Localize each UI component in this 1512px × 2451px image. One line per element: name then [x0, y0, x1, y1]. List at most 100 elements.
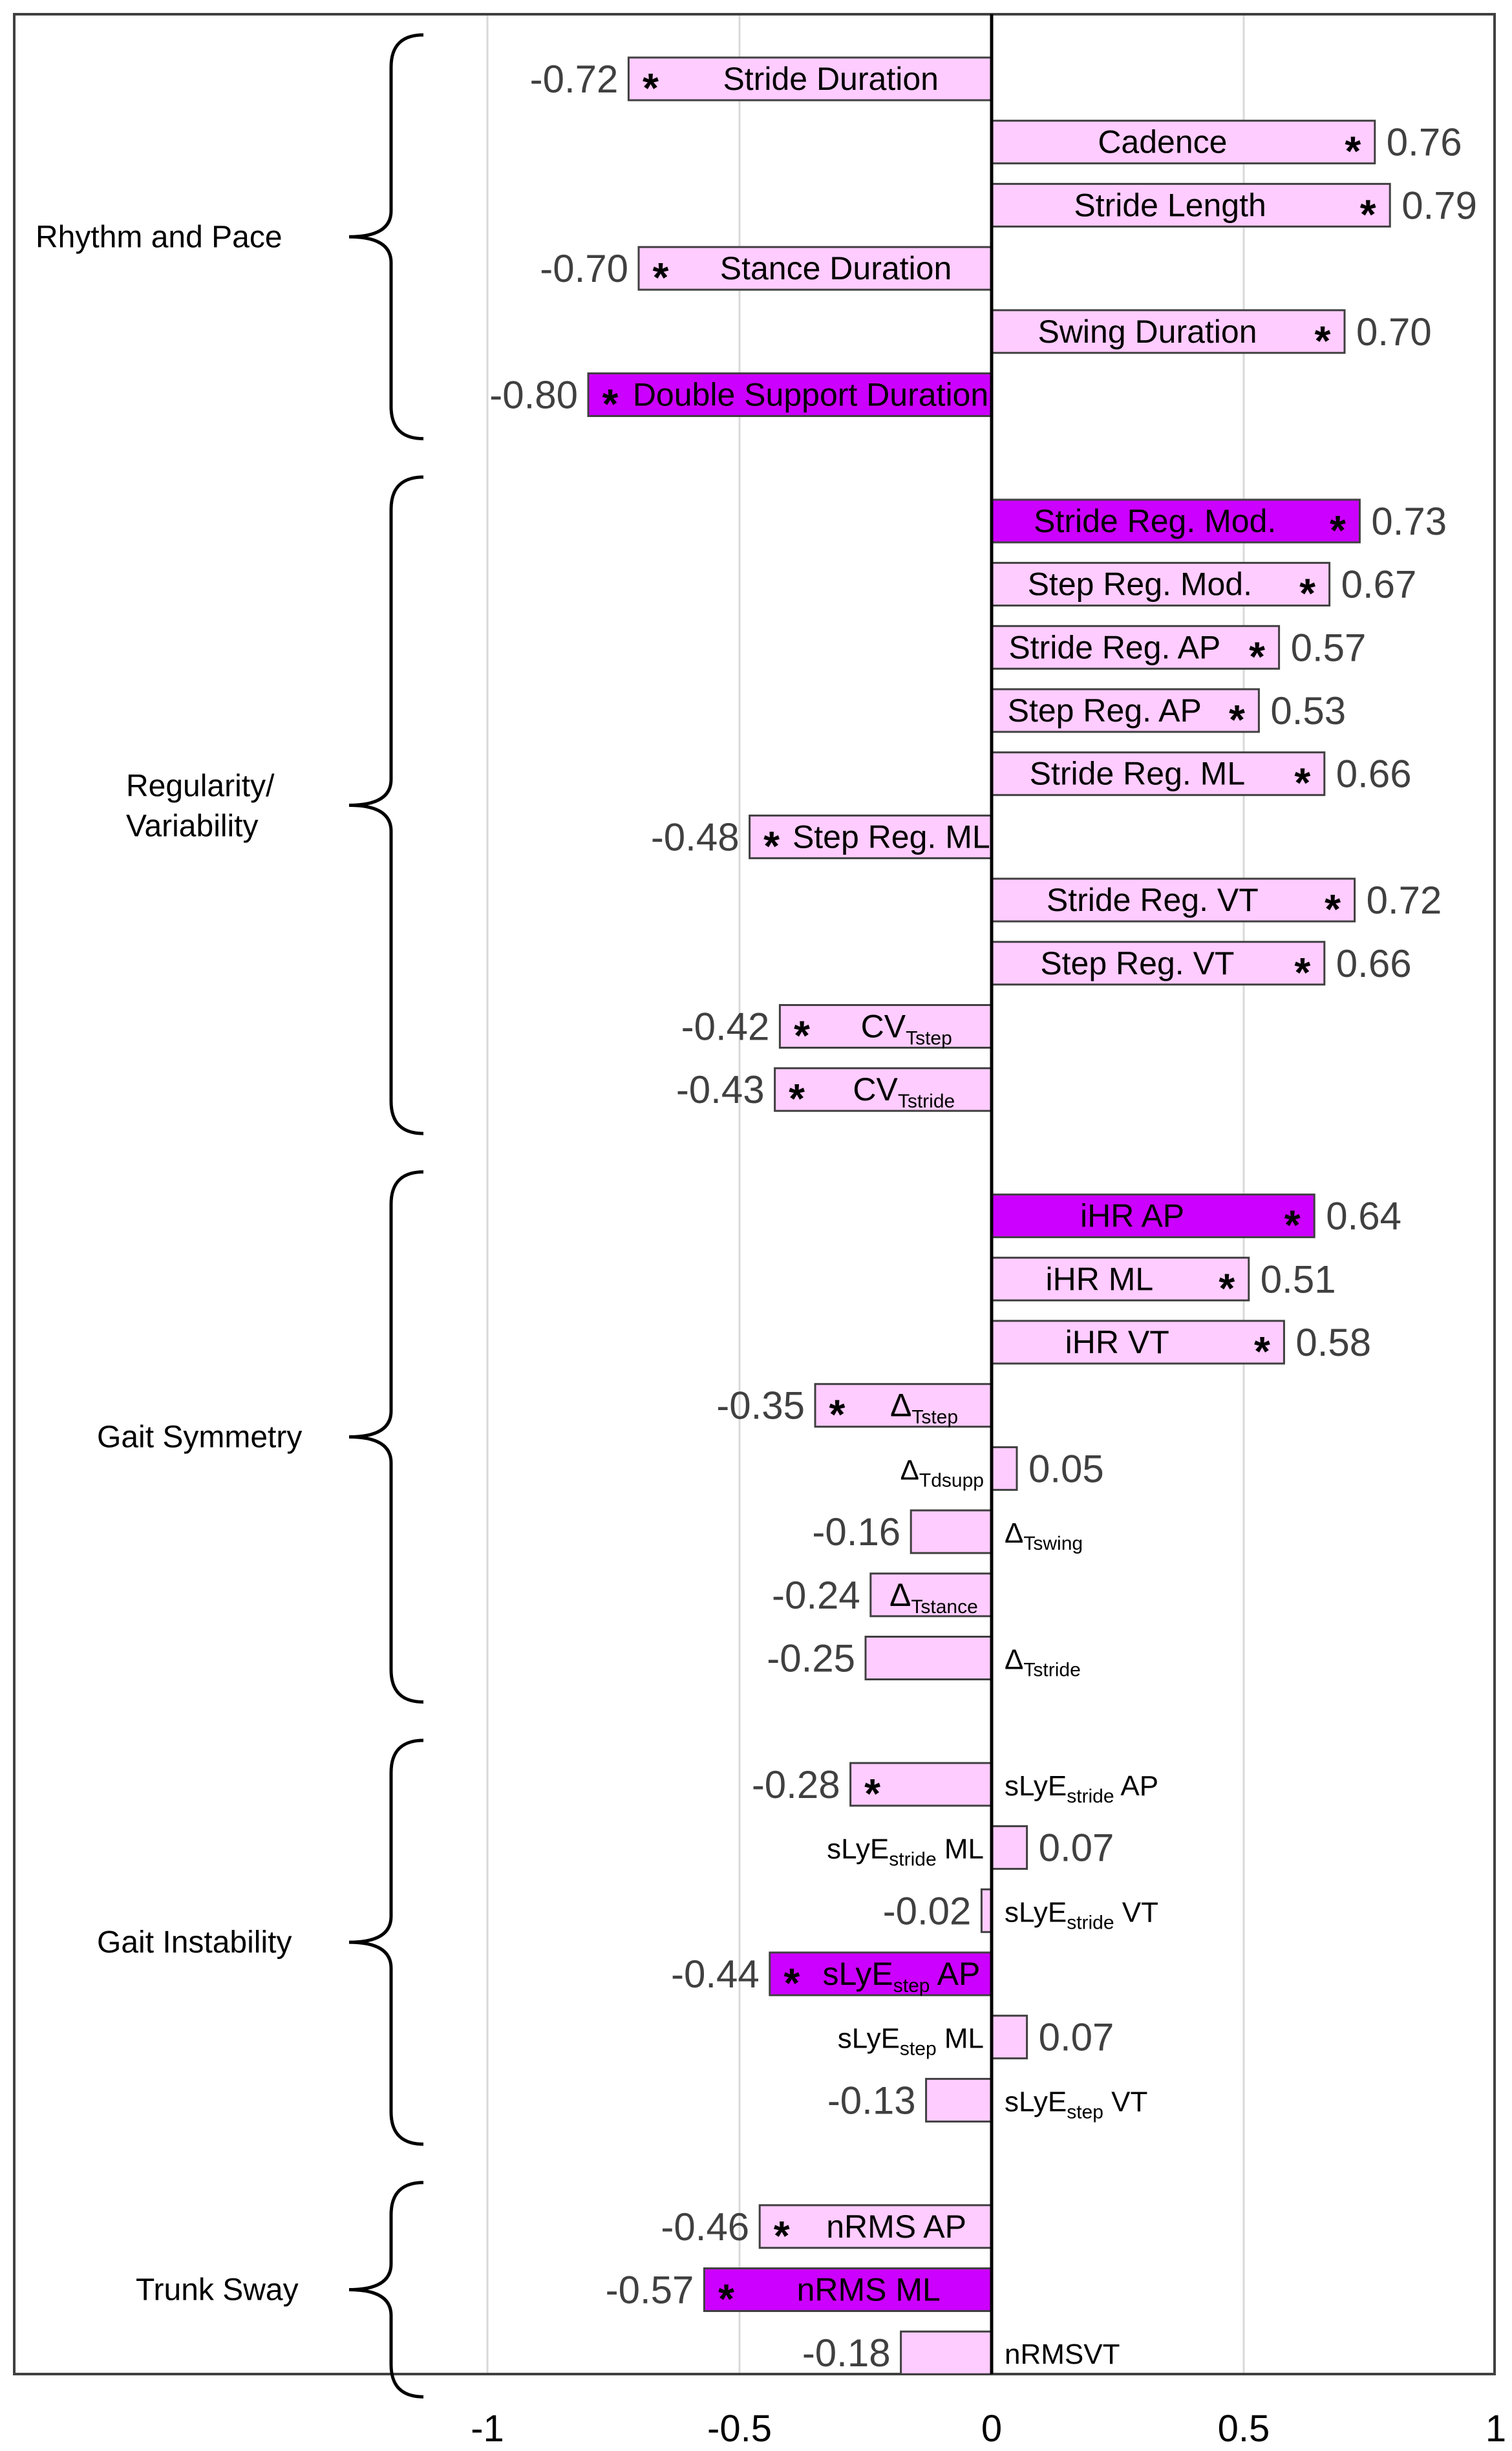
bar-row: 0.72 Stride Reg. VT * [990, 877, 1442, 932]
category-label-part-0: Δ [1005, 1517, 1023, 1549]
value-label: -0.43 [676, 1068, 765, 1111]
group-brace [348, 1170, 424, 1704]
category-label-part-1: stride [1067, 1785, 1114, 1806]
category-label-part-0: sLyE [1005, 1896, 1067, 1928]
bar-row: -0.70 Stance Duration * [540, 246, 993, 301]
bar-row: 0.07 sLyEstep ML [838, 2015, 1114, 2060]
significance-star: * [1360, 191, 1376, 237]
bar [774, 1067, 993, 1112]
significance-star: * [643, 65, 659, 111]
bar [990, 562, 1331, 607]
value-label: -0.57 [606, 2269, 694, 2312]
bars-layer: -0.72 Stride Duration * 0.76 Cadence * 0.79 Str… [489, 56, 1477, 2375]
bar-row: 0.73 Stride Reg. Mod. * [990, 498, 1447, 553]
category-label-part-0: Step Reg. Mod. [1028, 566, 1252, 603]
bar-row: 0.76 Cadence * [990, 120, 1462, 175]
significance-star: * [864, 1770, 880, 1817]
category-label-part-1: Tstride [1023, 1659, 1080, 1680]
category-label-part-0: Step Reg. AP [1008, 692, 1202, 729]
bar-row: 0.79 Stride Length * [990, 182, 1477, 237]
category-label-part-0: Double Support Duration [633, 377, 988, 413]
category-label-part-1: Tstride [898, 1091, 955, 1112]
category-label-part-1: Tstep [906, 1027, 952, 1049]
category-label: nRMS AP [826, 2209, 966, 2245]
bar-row: 0.05 ΔTdsupp [900, 1446, 1104, 1491]
category-label: Stride Reg. ML [1030, 756, 1245, 792]
value-label: 0.66 [1336, 753, 1412, 796]
bar-row: 0.67 Step Reg. Mod. * [990, 562, 1416, 617]
significance-star: * [1219, 1265, 1235, 1311]
value-label: -0.72 [530, 58, 619, 101]
group-label: Regularity/ [126, 769, 275, 804]
category-label-part-0: Stride Reg. VT [1047, 882, 1259, 918]
category-label: Stride Reg. AP [1008, 629, 1220, 665]
bar [990, 1193, 1315, 1239]
category-label-part-1: Tstep [911, 1406, 958, 1428]
significance-star: * [1229, 696, 1245, 743]
bar [990, 1825, 1028, 1870]
category-label-part-0: Stride Reg. Mod. [1034, 503, 1276, 539]
bar-row: -0.43 CVTstride * [676, 1067, 993, 1122]
category-label-part-0: Stance Duration [720, 250, 952, 286]
group-label: Rhythm and Pace [36, 220, 282, 254]
category-label-part-0: Step Reg. VT [1040, 945, 1234, 981]
category-label-part-0: Stride Reg. AP [1008, 629, 1220, 665]
category-label: Stride Reg. VT [1047, 882, 1259, 918]
category-label: Stride Reg. Mod. [1034, 503, 1276, 539]
bar-row: -0.28 sLyEstride AP * [752, 1762, 1158, 1817]
significance-star: * [1249, 633, 1265, 680]
category-label-part-0: Δ [890, 1387, 911, 1424]
significance-star: * [763, 822, 780, 869]
value-label: -0.48 [651, 815, 740, 859]
category-label-part-1: step [1067, 2101, 1103, 2123]
bar [758, 2204, 993, 2249]
bar [864, 1636, 993, 1680]
category-label-part-0: sLyE [1005, 1770, 1067, 1802]
significance-star: * [794, 1012, 810, 1059]
bar-row: -0.13 sLyEstep VT [827, 2077, 1147, 2123]
significance-star: * [783, 1960, 800, 2006]
bar [769, 1951, 993, 1996]
value-label: -0.25 [767, 1637, 855, 1680]
category-label: sLyEstep AP [822, 1956, 980, 1996]
category-label-part-1: Tstance [911, 1596, 977, 1617]
value-label: 0.72 [1367, 879, 1442, 922]
bar-row: -0.35 ΔTstep * [716, 1383, 993, 1438]
significance-star: * [1345, 128, 1361, 175]
bar-row: 0.53 Step Reg. AP * [990, 688, 1346, 743]
significance-star: * [1294, 760, 1310, 806]
category-label: iHR VT [1065, 1324, 1169, 1360]
category-label-part-2: VT [1103, 2086, 1147, 2117]
category-label-part-0: Stride Duration [723, 61, 939, 97]
bar-row: 0.58 iHR VT * [990, 1320, 1371, 1375]
bar [900, 2330, 993, 2375]
category-label: sLyEstride VT [1005, 1896, 1158, 1933]
bar-row: 0.70 Swing Duration * [990, 309, 1432, 364]
category-label: ΔTstance [889, 1577, 978, 1618]
significance-star: * [1294, 949, 1310, 996]
significance-star: * [1254, 1328, 1270, 1375]
group-label: Trunk Sway [136, 2273, 299, 2307]
bar [990, 120, 1376, 165]
value-label: 0.73 [1371, 500, 1447, 543]
significance-star: * [1325, 886, 1341, 932]
category-label-part-0: Cadence [1098, 124, 1227, 160]
value-label: 0.51 [1261, 1258, 1336, 1301]
category-label-part-0: iHR VT [1065, 1324, 1169, 1360]
value-label: 0.64 [1326, 1195, 1401, 1238]
bar [990, 1320, 1285, 1365]
category-label-part-0: nRMSVT [1005, 2339, 1120, 2370]
value-label: 0.05 [1028, 1447, 1104, 1490]
category-label: Step Reg. Mod. [1028, 566, 1252, 603]
category-label: iHR AP [1080, 1198, 1184, 1234]
significance-star: * [1330, 507, 1346, 553]
bar [627, 56, 993, 102]
category-label-part-1: stride [1067, 1912, 1114, 1933]
bar [990, 625, 1281, 670]
category-label: ΔTstep [890, 1387, 958, 1428]
bar [849, 1762, 993, 1807]
significance-star: * [1284, 1202, 1301, 1248]
bar-row: 0.57 Stride Reg. AP * [990, 625, 1366, 680]
value-label: 0.76 [1387, 121, 1462, 164]
value-label: -0.42 [681, 1005, 770, 1049]
